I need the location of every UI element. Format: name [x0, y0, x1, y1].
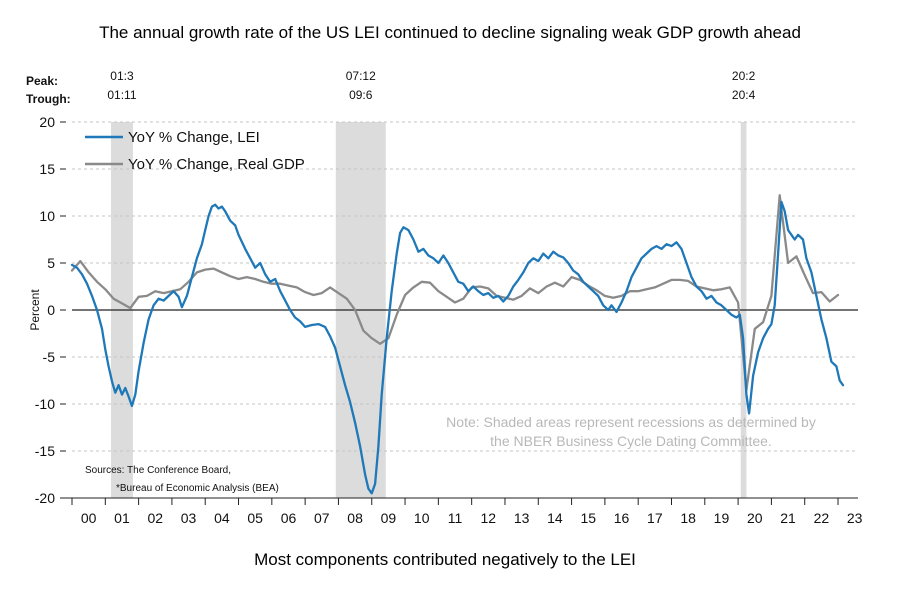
x-tick-label: 13 [514, 510, 530, 526]
x-tick-label: 23 [847, 510, 863, 526]
y-tick-label: 20 [39, 114, 55, 130]
y-tick-label: 10 [39, 208, 55, 224]
recession-trough-label-1: 09:6 [349, 88, 373, 102]
recession-note: Note: Shaded areas represent recessions … [446, 414, 816, 449]
legend: YoY % Change, LEI YoY % Change, Real GDP [85, 129, 305, 173]
x-tick-label: 15 [580, 510, 596, 526]
lei-line [70, 200, 845, 495]
y-tick-label: -5 [43, 349, 56, 365]
source-line-2: *Bureau of Economic Analysis (BEA) [116, 483, 279, 494]
source-line-1: Sources: The Conference Board, [85, 465, 231, 476]
x-tick-label: 21 [780, 510, 796, 526]
x-tick-label: 02 [147, 510, 163, 526]
recession-peak-label-2: 20:2 [732, 69, 756, 83]
recession-peak-label-0: 01:3 [110, 69, 134, 83]
x-tick-label: 19 [714, 510, 730, 526]
x-tick-label: 22 [814, 510, 830, 526]
x-tick-label: 18 [680, 510, 696, 526]
y-tick-label: 0 [47, 302, 55, 318]
x-tick-label: 11 [448, 510, 463, 526]
trough-header: Trough: [26, 92, 71, 106]
recession-trough-label-0: 01:11 [107, 88, 136, 102]
x-tick-label: 20 [747, 510, 763, 526]
y-tick-label: -10 [35, 396, 55, 412]
chart-title: The annual growth rate of the US LEI con… [99, 23, 801, 42]
x-tick-label: 03 [181, 510, 197, 526]
x-tick-label: 09 [381, 510, 397, 526]
peak-header: Peak: [26, 74, 58, 88]
y-tick-label: 15 [39, 161, 55, 177]
x-tick-label: 01 [114, 510, 130, 526]
y-tick-label: -20 [35, 490, 55, 506]
legend-label-lei: YoY % Change, LEI [128, 129, 260, 146]
x-tick-label: 07 [314, 510, 330, 526]
series-lines [70, 194, 845, 495]
x-tick-label: 06 [281, 510, 297, 526]
chart-subtitle: Most components contributed negatively t… [254, 550, 636, 569]
x-tick-label: 12 [481, 510, 497, 526]
recession-labels: 01:3 01:11 07:12 09:6 20:2 20:4 [107, 69, 755, 102]
x-tick-label: 08 [347, 510, 363, 526]
recession-peak-label-1: 07:12 [346, 69, 376, 83]
x-tick-label: 04 [214, 510, 230, 526]
gdp-line [70, 194, 840, 392]
sources: Sources: The Conference Board, *Bureau o… [85, 465, 279, 494]
x-tick-label: 05 [247, 510, 263, 526]
gridlines [72, 121, 858, 452]
y-tick-label: 5 [47, 255, 55, 271]
note-line-2: the NBER Business Cycle Dating Committee… [490, 433, 772, 449]
y-tick-label: -15 [35, 443, 55, 459]
note-line-1: Note: Shaded areas represent recessions … [446, 414, 816, 430]
legend-label-gdp: YoY % Change, Real GDP [128, 156, 305, 173]
x-tick-label: 17 [647, 510, 663, 526]
x-tick-label: 14 [547, 510, 563, 526]
y-axis-label: Percent [28, 289, 42, 331]
x-tick-label: 10 [414, 510, 430, 526]
x-tick-label: 00 [81, 510, 97, 526]
recession-trough-label-2: 20:4 [732, 88, 756, 102]
x-tick-label: 16 [614, 510, 630, 526]
